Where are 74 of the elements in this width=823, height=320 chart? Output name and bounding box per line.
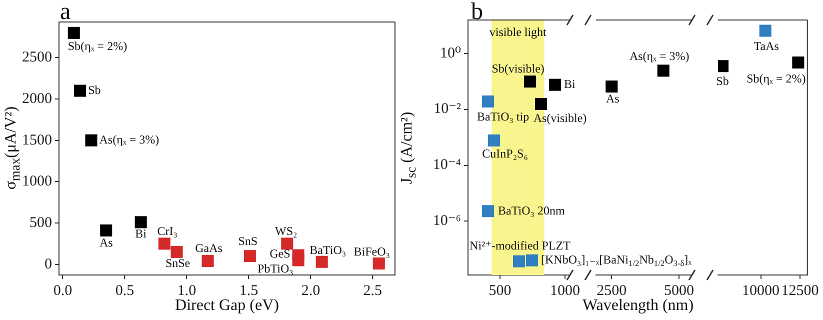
annotation: As(visible) xyxy=(533,111,587,126)
annotation: WS₂ xyxy=(275,224,298,238)
point xyxy=(372,258,385,270)
annotation: BaTiO₃ 20nm xyxy=(498,203,566,218)
y-tick-label: 2500 xyxy=(22,50,52,66)
point xyxy=(74,84,86,97)
band-label: visible light xyxy=(489,25,548,40)
annotation: As xyxy=(99,236,114,250)
annotation: Sb(ηₓ = 2%) xyxy=(746,72,806,86)
point xyxy=(488,134,500,146)
x-tick-label: 12500 xyxy=(781,282,819,299)
point xyxy=(482,95,494,108)
y-tick-label: 1000 xyxy=(22,174,52,190)
x-tick-label: 10000 xyxy=(742,282,780,299)
x-axis-title: Direct Gap (eV) xyxy=(175,297,279,315)
x-tick-label: 2.5 xyxy=(363,282,382,299)
x-tick-label: 1.0 xyxy=(177,282,196,299)
y-tick-label: 10⁰ xyxy=(440,45,461,62)
annotation: PbTiO₃ xyxy=(258,261,294,276)
point xyxy=(549,78,562,91)
annotation: As(ηₓ = 3%) xyxy=(629,48,690,63)
point xyxy=(85,134,98,146)
y-tick-label: 1500 xyxy=(22,132,52,148)
point xyxy=(134,216,147,228)
x-tick-label: 1.5 xyxy=(239,282,258,299)
x-tick-label: 500 xyxy=(488,282,512,299)
x-axis-title: Wavelength (nm) xyxy=(582,297,694,315)
annotation: BaTiO₃ tip xyxy=(476,110,530,124)
chart-title: a xyxy=(60,0,71,25)
annotation: Sb(ηₓ = 2%) xyxy=(68,39,128,54)
annotation: Ni²⁺-modified PLZT xyxy=(470,238,572,252)
annotation: GaAs xyxy=(195,241,223,256)
annotation: SnS xyxy=(238,234,258,248)
annotation: BiFeO₃ xyxy=(354,244,390,259)
annotation: As(ηₓ = 3%) xyxy=(99,132,160,147)
annotation: Sb(visible) xyxy=(492,62,544,76)
x-tick-label: 5000 xyxy=(664,282,694,299)
point xyxy=(244,250,256,262)
y-tick-label: 10⁻⁴ xyxy=(432,157,461,174)
point xyxy=(202,255,214,268)
annotation: SnSe xyxy=(165,256,190,270)
point xyxy=(292,254,304,266)
point xyxy=(316,256,328,268)
x-tick-label: 0.0 xyxy=(53,282,72,299)
chart-title: b xyxy=(471,0,483,25)
x-tick-label: 0.5 xyxy=(115,282,134,299)
annotation: Sb xyxy=(88,82,101,97)
y-tick-label: 0 xyxy=(44,256,52,272)
y-tick-label: 500 xyxy=(30,214,52,231)
x-tick-label: 1000 xyxy=(550,282,580,299)
point xyxy=(100,224,112,236)
annotation: CrI₃ xyxy=(157,224,178,238)
point xyxy=(170,246,183,258)
point xyxy=(526,254,538,266)
x-tick-label: 2.0 xyxy=(301,282,320,299)
annotation: Bi xyxy=(564,76,576,91)
x-tick-label: 2500 xyxy=(596,282,627,299)
point xyxy=(68,26,80,39)
annotation: TaAs xyxy=(754,38,780,53)
y-tick-label: 10⁻² xyxy=(434,101,462,118)
point xyxy=(158,238,170,250)
point xyxy=(524,76,536,88)
annotation: Sb xyxy=(716,74,729,88)
annotation: Bi xyxy=(135,226,148,240)
annotation: BaTiO₃ xyxy=(310,243,346,258)
point xyxy=(512,255,526,268)
y-tick-label: 2000 xyxy=(22,90,52,107)
annotation: GeS xyxy=(270,246,290,260)
point xyxy=(281,238,294,250)
y-tick-label: 10⁻⁶ xyxy=(432,213,461,230)
annotation: CuInP₂S₆ xyxy=(482,146,528,161)
point xyxy=(534,98,547,110)
point xyxy=(482,205,494,218)
annotation: As xyxy=(606,92,620,106)
